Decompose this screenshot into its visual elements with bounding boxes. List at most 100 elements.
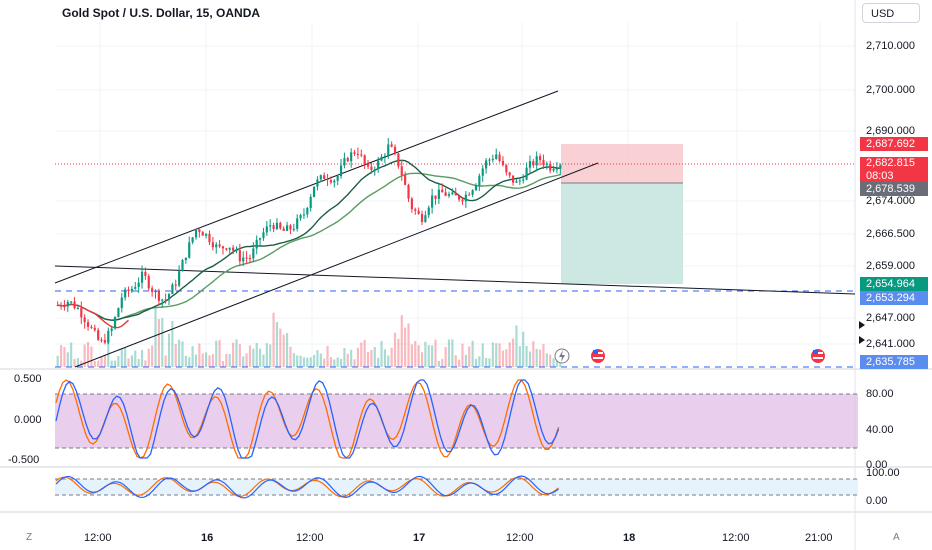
candle-body: [447, 194, 451, 196]
candle-body: [171, 284, 174, 295]
us-flag-icon[interactable]: [591, 349, 605, 363]
volume-bar: [538, 349, 542, 367]
descending-trend-line[interactable]: [54, 265, 856, 295]
volume-bar: [410, 344, 413, 367]
candle-body: [427, 207, 430, 216]
candle-body: [508, 172, 511, 176]
volume-bar: [356, 347, 359, 367]
volume-bar: [387, 355, 390, 367]
candle-body: [154, 291, 157, 293]
volume-bar: [289, 346, 292, 367]
candle-body: [387, 144, 390, 156]
volume-bar: [309, 357, 312, 367]
volume-bar: [245, 353, 248, 367]
volume-bar: [232, 342, 235, 367]
volume-bar: [360, 342, 363, 367]
volume-bar: [127, 358, 130, 367]
volume-bar: [124, 347, 127, 367]
volume-bar: [302, 357, 306, 367]
candle-body: [498, 154, 501, 161]
candle-body: [292, 228, 295, 230]
price-axis-label: 2,674.000: [866, 195, 915, 207]
time-axis-label: 17: [413, 532, 426, 544]
timezone-button[interactable]: Z: [26, 532, 33, 543]
candle-body: [124, 289, 127, 298]
candle-body: [518, 180, 521, 182]
volume-bar: [400, 315, 403, 367]
volume-bar: [107, 339, 110, 367]
volume-bar: [66, 352, 69, 367]
volume-bar: [377, 357, 380, 367]
candle-body: [238, 250, 241, 262]
candle-body: [80, 307, 83, 318]
volume-bar: [333, 359, 336, 367]
chart-title: Gold Spot / U.S. Dollar, 15, OANDA: [62, 6, 261, 20]
candle-body: [397, 153, 400, 167]
indicator1-right-label: 80.00: [866, 388, 894, 400]
volume-bar: [444, 346, 447, 367]
entry-price-tag[interactable]: 2,678.539: [860, 182, 928, 196]
volume-bar: [296, 355, 299, 367]
volume-bar: [269, 344, 272, 367]
stop-zone[interactable]: [561, 183, 683, 284]
volume-bar: [323, 358, 326, 367]
chevron-right-icon[interactable]: [859, 336, 865, 344]
price-axis-label: 2,710.000: [866, 40, 915, 52]
current-price-tag[interactable]: 2,682.815 08:03: [860, 157, 928, 184]
volume-bar: [447, 339, 451, 367]
volume-bar: [491, 342, 494, 367]
candle-body: [299, 215, 302, 219]
bar-countdown: 08:03: [866, 170, 894, 182]
candle-body: [485, 160, 488, 169]
volume-bar: [505, 349, 508, 367]
volume-bar: [366, 352, 370, 367]
volume-bar: [285, 333, 289, 367]
support-price-tag[interactable]: 2,653.294: [860, 291, 928, 305]
us-flag-icon[interactable]: [811, 349, 825, 363]
candle-body: [474, 185, 478, 191]
volume-bar: [515, 325, 518, 367]
candle-body: [326, 178, 329, 181]
candle-body: [285, 225, 289, 231]
volume-bar: [431, 345, 434, 367]
candle-body: [437, 189, 440, 199]
candle-body: [205, 233, 208, 236]
volume-bar: [478, 356, 481, 367]
candle-body: [147, 276, 150, 289]
candle-body: [221, 246, 225, 249]
currency-selector[interactable]: USD: [862, 3, 920, 23]
volume-bar: [454, 355, 457, 367]
candle-body: [215, 244, 218, 248]
volume-bar: [191, 346, 194, 367]
chevron-right-icon[interactable]: [859, 321, 865, 329]
candle-body: [458, 195, 461, 200]
channel-upper-line[interactable]: [54, 90, 559, 284]
candle-body: [302, 214, 306, 216]
candle-body: [549, 163, 552, 171]
volume-bar: [380, 340, 383, 367]
candle-body: [289, 225, 292, 230]
volume-bar: [174, 344, 177, 367]
volume-bar: [161, 318, 164, 367]
ema-price-tag[interactable]: 2,654.964: [860, 277, 928, 291]
auto-scale-button[interactable]: A: [893, 532, 900, 543]
lightning-icon[interactable]: [554, 348, 570, 364]
volume-bar: [144, 360, 147, 367]
price-axis-label: 2,666.500: [866, 228, 915, 240]
volume-bar: [542, 344, 545, 367]
volume-bar: [248, 345, 252, 367]
volume-bar: [228, 354, 231, 367]
candle-body: [134, 287, 137, 289]
volume-bar: [147, 348, 150, 367]
target-price-tag[interactable]: 2,687.692: [860, 137, 928, 151]
candle-body: [434, 195, 437, 199]
candle-body: [339, 165, 343, 177]
volume-bar: [164, 355, 167, 367]
candle-body: [478, 175, 481, 186]
candle-body: [70, 301, 73, 303]
low-price-tag[interactable]: 2,635.785: [860, 355, 928, 369]
candle-body: [83, 317, 86, 323]
candles: [56, 138, 562, 345]
channel-lower-line[interactable]: [74, 162, 599, 368]
